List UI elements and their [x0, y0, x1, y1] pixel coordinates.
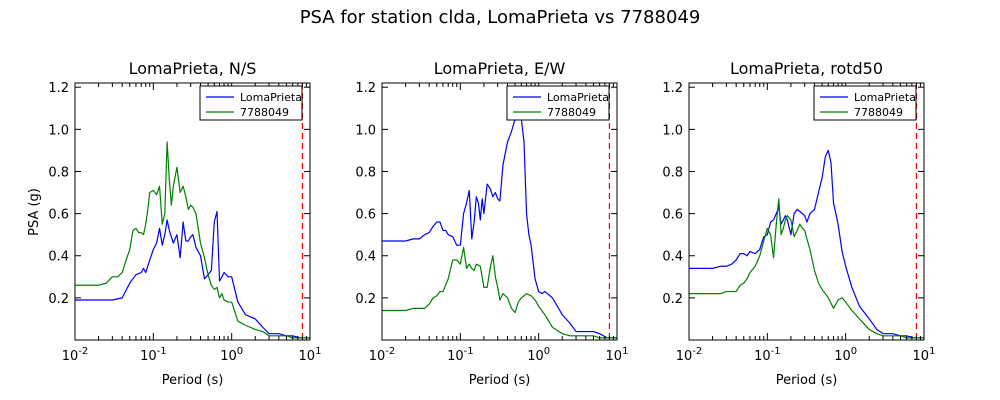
x-axis-label: Period (s)	[162, 373, 224, 388]
series-line-2	[382, 246, 617, 339]
subplot-3: LomaPrieta, rotd50 0.2 0.4 0.6 0.8 1.0 1.2 10-2…	[662, 59, 935, 388]
plot-area	[382, 83, 617, 340]
x-tick-label: 10-2	[369, 346, 396, 364]
subplots: LomaPrieta, N/S 0.2 0.4 0.6 0.8 1.0 1.2 10-2 10-…	[48, 59, 935, 388]
y-tick-label: 0.4	[48, 250, 69, 265]
y-tick-label: 1.2	[662, 81, 683, 96]
legend-label: LomaPrieta	[240, 91, 302, 104]
x-axis-label: Period (s)	[776, 373, 838, 388]
x-tick-label: 10-1	[447, 346, 474, 364]
x-tick-label: 10-2	[62, 346, 89, 364]
x-tick-label: 101	[606, 346, 629, 364]
x-axis-label: Period (s)	[469, 373, 531, 388]
x-tick-label: 10-1	[754, 346, 781, 364]
legend-label: 7788049	[547, 106, 596, 119]
legend-box	[813, 85, 917, 121]
subplot-2: LomaPrieta, E/W 0.2 0.4 0.6 0.8 1.0 1.2 10-2 10-…	[355, 59, 628, 388]
legend: LomaPrieta 7788049	[813, 85, 917, 121]
legend-box	[506, 85, 610, 121]
y-tick-label: 1.2	[48, 81, 69, 96]
x-tick-label: 100	[220, 346, 243, 364]
y-tick-label: 0.4	[355, 250, 376, 265]
legend-label: LomaPrieta	[547, 91, 609, 104]
subplot-1: LomaPrieta, N/S 0.2 0.4 0.6 0.8 1.0 1.2 10-2 10-…	[48, 59, 321, 388]
y-tick-label: 0.6	[355, 208, 376, 223]
x-tick-label: 10-1	[140, 346, 167, 364]
legend-label: 7788049	[240, 106, 289, 119]
series-line-2	[75, 141, 310, 339]
legend-label: LomaPrieta	[854, 91, 916, 104]
axes-frame	[74, 82, 311, 341]
subplot-title: LomaPrieta, E/W	[434, 59, 566, 78]
y-tick-label: 0.4	[662, 250, 683, 265]
series-line-1	[382, 101, 617, 339]
y-tick-label: 0.8	[662, 165, 683, 180]
legend: LomaPrieta 7788049	[199, 85, 303, 121]
y-tick-label: 0.2	[355, 292, 376, 307]
figure-title: PSA for station clda, LomaPrieta vs 7788…	[300, 7, 701, 28]
axes-frame	[688, 82, 925, 341]
subplot-title: LomaPrieta, N/S	[129, 59, 257, 78]
y-tick-label: 0.8	[355, 165, 376, 180]
y-tick-label: 1.0	[48, 123, 69, 138]
legend-box	[199, 85, 303, 121]
y-tick-label: 0.8	[48, 165, 69, 180]
y-tick-label: 1.0	[662, 123, 683, 138]
plot-area	[689, 83, 924, 340]
x-tick-label: 100	[834, 346, 857, 364]
series-line-2	[689, 198, 924, 339]
legend-label: 7788049	[854, 106, 903, 119]
x-tick-label: 101	[913, 346, 936, 364]
y-tick-label: 1.0	[355, 123, 376, 138]
x-tick-label: 101	[299, 346, 322, 364]
plot-area	[75, 83, 310, 340]
y-tick-label: 1.2	[355, 81, 376, 96]
y-axis-label: PSA (g)	[27, 188, 42, 236]
y-tick-label: 0.2	[662, 292, 683, 307]
x-tick-label: 10-2	[676, 346, 703, 364]
x-tick-label: 100	[527, 346, 550, 364]
y-tick-label: 0.6	[48, 208, 69, 223]
axes-frame	[381, 82, 618, 341]
y-tick-label: 0.6	[662, 208, 683, 223]
series-line-1	[75, 210, 310, 339]
series-line-1	[689, 149, 924, 339]
legend: LomaPrieta 7788049	[506, 85, 610, 121]
subplot-title: LomaPrieta, rotd50	[730, 59, 883, 78]
y-tick-label: 0.2	[48, 292, 69, 307]
